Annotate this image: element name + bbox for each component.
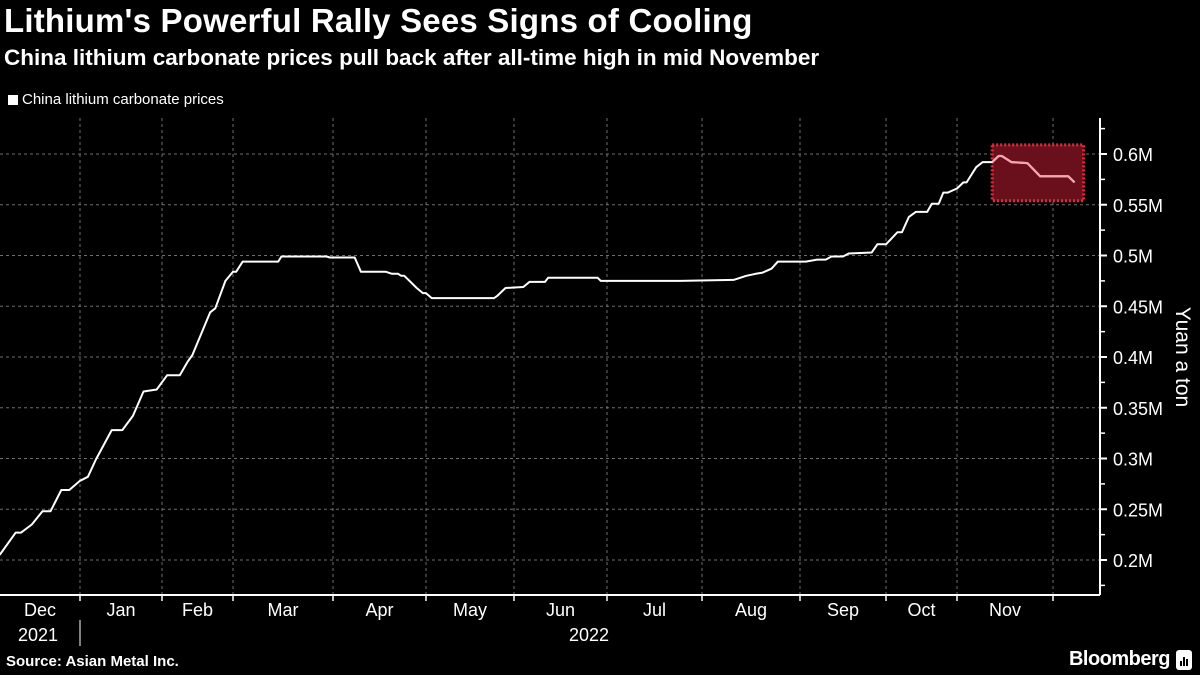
- bloomberg-chart-icon: [1176, 649, 1192, 670]
- y-tick-label: 0.45M: [1113, 297, 1163, 317]
- bloomberg-logo: Bloomberg: [1069, 648, 1192, 671]
- series-group: [0, 154, 1076, 556]
- source-note: Source: Asian Metal Inc.: [6, 653, 179, 670]
- y-tick-label: 0.2M: [1113, 551, 1153, 571]
- series-line: [0, 155, 1076, 556]
- legend-swatch: [8, 94, 18, 105]
- y-axis-label: Yuan a ton: [1171, 307, 1194, 407]
- x-tick-label: Jan: [106, 600, 135, 620]
- x-year-label: 2021: [18, 625, 58, 645]
- chart-title: Lithium's Powerful Rally Sees Signs of C…: [4, 2, 753, 39]
- brand-name: Bloomberg: [1068, 648, 1171, 670]
- y-tick-label: 0.5M: [1113, 247, 1153, 267]
- y-tick-label: 0.35M: [1113, 399, 1163, 419]
- y-tick-label: 0.25M: [1113, 500, 1163, 520]
- x-tick-label: Oct: [907, 600, 935, 620]
- x-tick-label: Nov: [989, 600, 1021, 620]
- x-tick-label: May: [453, 600, 487, 620]
- x-tick-label: Aug: [735, 600, 767, 620]
- x-tick-label: Dec: [24, 600, 56, 620]
- legend-label: China lithium carbonate prices: [22, 91, 224, 108]
- axes: 0.2M 0.25M 0.3M 0.35M 0.4M 0.45M 0.5M 0.55M 0.6M…: [0, 118, 1163, 646]
- x-tick-label: Mar: [268, 600, 299, 620]
- chart-subtitle: China lithium carbonate prices pull back…: [4, 45, 820, 70]
- x-tick-label: Apr: [365, 600, 393, 620]
- x-tick-label: Jun: [546, 600, 575, 620]
- y-tick-label: 0.55M: [1113, 196, 1163, 216]
- x-tick-label: Sep: [827, 600, 859, 620]
- legend: China lithium carbonate prices: [8, 91, 224, 108]
- x-tick-label: Feb: [182, 600, 213, 620]
- y-tick-label: 0.4M: [1113, 348, 1153, 368]
- x-tick-label: Jul: [643, 600, 666, 620]
- series-line-highlighted: [992, 154, 1076, 184]
- gridlines: [0, 118, 1100, 595]
- y-tick-label: 0.6M: [1113, 145, 1153, 165]
- x-year-label: 2022: [569, 625, 609, 645]
- y-tick-label: 0.3M: [1113, 450, 1153, 470]
